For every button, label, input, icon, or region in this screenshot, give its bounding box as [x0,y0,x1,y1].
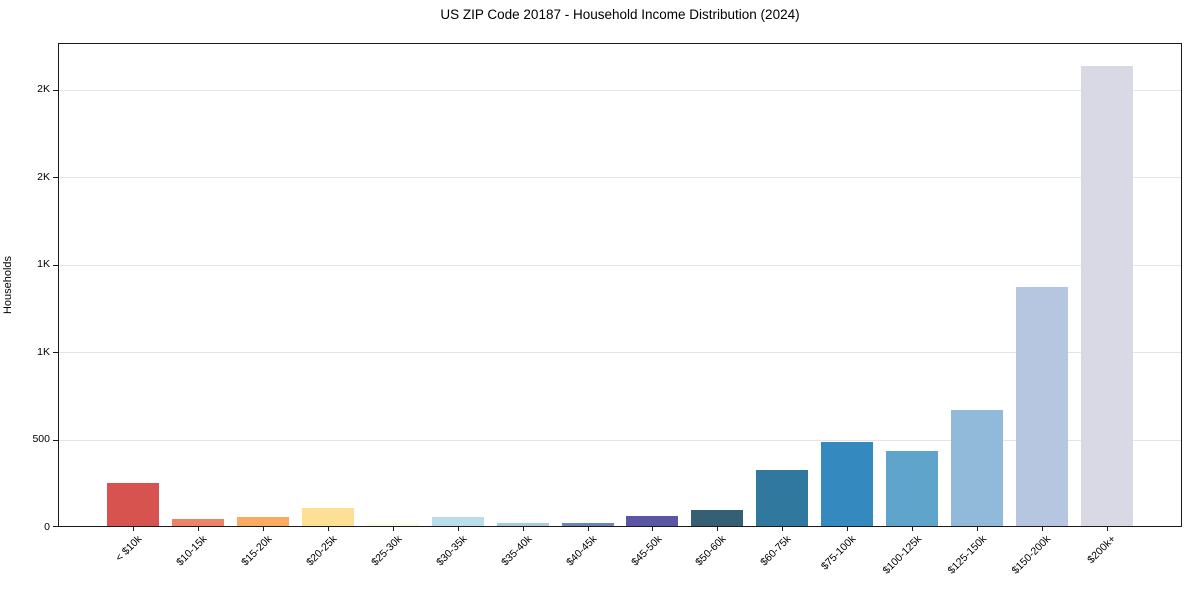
bar-$25-30k [366,523,419,526]
x-tick-mark-$30-35k [457,527,459,531]
x-tick-label-$60-75k: $60-75k [758,533,794,569]
bar-$30-35k [431,517,484,526]
bar-$20-25k [301,507,354,526]
bar-$125-150k [951,409,1004,526]
x-tick-mark-$200k+ [1107,527,1108,531]
x-tick-mark-$75-100k [847,527,849,531]
bar-$15-20k [236,517,289,526]
bar-$50-60k [691,510,744,526]
bar-< $10k [107,483,159,526]
bar-$45-50k [626,516,679,526]
x-tick-label-$75-100k: $75-100k [819,533,859,573]
y-tick-mark-1000 [53,352,58,354]
bar-$35-40k [496,523,549,526]
x-tick-label-$35-40k: $35-40k [498,533,535,569]
x-tick-mark-$35-40k [522,527,524,531]
x-tick-label-$40-45k: $40-45k [563,533,600,569]
gridline-500 [59,439,1181,441]
bar-$75-100k [821,442,874,526]
x-tick-label-$15-20k: $15-20k [239,533,275,569]
x-tick-label-$20-25k: $20-25k [303,533,340,569]
x-tick-mark-$10-15k [197,527,199,531]
x-tick-label-$10-15k: $10-15k [174,533,210,569]
bar-$60-75k [756,470,809,526]
plot-area [58,43,1182,527]
y-tick-mark-500 [53,439,58,441]
x-tick-mark-$20-25k [327,527,329,531]
bar-$100-125k [886,450,939,526]
x-tick-mark-$125-150k [977,527,979,531]
x-tick-mark-$40-45k [587,527,589,531]
x-tick-label-$30-35k: $30-35k [433,533,470,569]
bar-$40-45k [561,522,614,526]
gridline-1000 [59,352,1181,354]
y-tick-label-0: 0 [44,520,50,533]
x-tick-label-< $10k: < $10k [113,533,145,564]
y-tick-mark-0 [53,526,58,527]
x-tick-mark-$100-125k [912,527,914,531]
y-tick-label-1500: 1K [37,258,50,271]
y-tick-mark-1500 [53,264,58,266]
x-tick-label-$50-60k: $50-60k [693,533,729,569]
x-tick-label-$200k+: $200k+ [1085,533,1119,567]
x-tick-label-$100-125k: $100-125k [880,533,924,577]
y-tick-label-2000: 2K [37,170,50,183]
x-tick-mark-$150-200k [1042,527,1044,531]
x-tick-mark-$50-60k [717,527,719,531]
x-tick-mark-$15-20k [262,527,264,531]
x-tick-label-$45-50k: $45-50k [628,533,664,569]
x-tick-label-$150-200k: $150-200k [1009,533,1054,577]
x-tick-mark-$60-75k [782,527,784,531]
x-tick-mark-$25-30k [392,527,394,531]
y-tick-label-2500: 2K [37,83,50,96]
x-tick-label-$25-30k: $25-30k [368,533,405,569]
bar-$150-200k [1016,287,1069,526]
gridline-1500 [59,264,1181,266]
y-tick-label-1000: 1K [37,345,50,358]
y-tick-label-500: 500 [32,433,50,445]
bar-$200k+ [1081,65,1133,526]
bar-$10-15k [171,519,224,526]
gridline-2000 [59,177,1181,179]
x-tick-mark-< $10k [133,527,134,531]
chart-title: US ZIP Code 20187 - Household Income Dis… [440,7,800,22]
x-tick-label-$125-150k: $125-150k [945,533,989,577]
x-tick-mark-$45-50k [652,527,654,531]
y-tick-mark-2500 [53,89,58,91]
y-tick-mark-2000 [53,177,58,179]
gridline-2500 [59,89,1181,91]
